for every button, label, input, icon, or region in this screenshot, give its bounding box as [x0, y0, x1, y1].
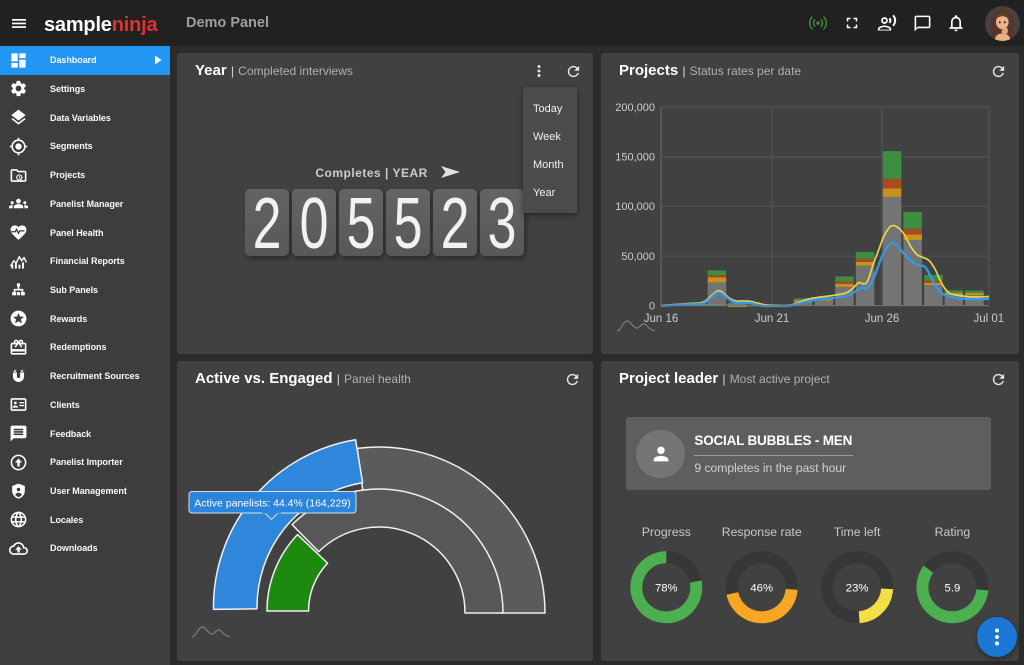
svg-text:Time left: Time left	[834, 525, 881, 539]
svg-text:50,000: 50,000	[621, 251, 655, 263]
svg-text:Response rate: Response rate	[722, 525, 802, 539]
svg-text:Rating: Rating	[935, 525, 971, 539]
svg-text:Jul 01: Jul 01	[973, 313, 1004, 325]
svg-text:5.9: 5.9	[945, 583, 961, 595]
svg-text:Active panelists: 44.4% (164,2: Active panelists: 44.4% (164,229)	[194, 497, 350, 509]
svg-text:Jun 26: Jun 26	[865, 313, 900, 325]
svg-text:200,000: 200,000	[615, 102, 655, 114]
svg-text:0: 0	[649, 300, 655, 312]
svg-text:150,000: 150,000	[615, 152, 655, 164]
svg-text:100,000: 100,000	[615, 201, 655, 213]
svg-text:78%: 78%	[655, 583, 678, 595]
svg-text:Progress: Progress	[642, 525, 691, 539]
svg-text:Jun 16: Jun 16	[644, 313, 679, 325]
svg-text:23%: 23%	[846, 583, 869, 595]
svg-text:Jun 21: Jun 21	[755, 313, 790, 325]
svg-text:46%: 46%	[750, 583, 773, 595]
